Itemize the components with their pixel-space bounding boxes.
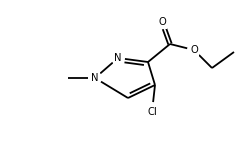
Text: N: N bbox=[91, 73, 99, 83]
Text: O: O bbox=[158, 17, 166, 27]
Text: N: N bbox=[114, 53, 122, 63]
Text: O: O bbox=[190, 45, 198, 55]
Text: Cl: Cl bbox=[147, 107, 157, 117]
